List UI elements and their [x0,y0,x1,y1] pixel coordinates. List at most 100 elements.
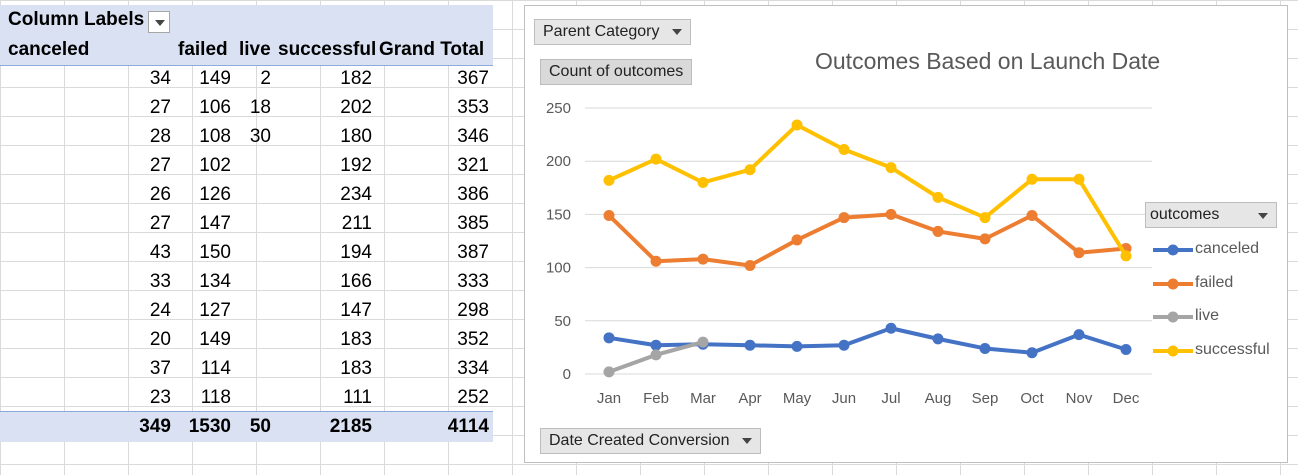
cell-successful: 166 [340,271,372,292]
data-point-canceled [1073,329,1085,341]
count-of-outcomes-button[interactable]: Count of outcomes [540,59,693,85]
pivot-row: 34 149 2 182 367 [0,65,493,94]
cell-successful: 180 [340,126,372,147]
total-successful: 2185 [329,416,372,437]
data-point-canceled [838,339,850,351]
cell-successful: 202 [340,97,372,118]
count-of-outcomes-label: Count of outcomes [549,63,684,80]
column-labels-filter-button[interactable] [148,11,170,33]
data-point-canceled [979,342,991,354]
cell-grand-total: 385 [457,213,489,234]
cell-canceled: 34 [149,68,171,89]
header-grand-total: Grand Total [379,39,485,60]
data-point-failed [603,209,615,221]
outcomes-filter-button[interactable]: outcomes [1145,202,1277,228]
y-tick-label: 200 [546,153,571,170]
x-tick-label: Sep [972,390,999,407]
chevron-down-icon [1258,213,1268,219]
legend-label: live [1195,307,1220,324]
y-tick-label: 0 [563,366,571,383]
cell-canceled: 24 [149,300,171,321]
pivot-row: 27 106 18 202 353 [0,94,493,123]
x-tick-label: Aug [925,390,952,407]
data-point-canceled [1120,344,1132,356]
cell-canceled: 27 [149,97,171,118]
series-line-canceled [607,326,1128,355]
legend-item-failed: failed [1145,272,1283,296]
series-line-successful [607,123,1128,258]
parent-category-filter-button[interactable]: Parent Category [534,19,691,45]
y-tick-label: 150 [546,206,571,223]
pivot-row: 37 114 183 334 [0,355,493,384]
pivot-chart[interactable]: Parent Category Count of outcomes Outcom… [524,5,1288,463]
cell-grand-total: 333 [457,271,489,292]
header-failed: failed [178,39,228,60]
data-point-failed [744,259,756,271]
x-tick-label: Jun [832,390,856,407]
data-point-canceled [932,333,944,345]
y-tick-label: 100 [546,260,571,277]
data-point-canceled [1026,347,1038,359]
cell-failed: 150 [199,242,231,263]
x-tick-label: Oct [1020,390,1044,407]
data-point-successful [838,143,850,155]
data-point-canceled [744,339,756,351]
y-tick-label: 50 [554,313,571,330]
data-point-failed [1026,209,1038,221]
header-live: live [239,39,271,60]
data-point-failed [791,234,803,246]
pivot-row: 23 118 111 252 [0,384,493,413]
cell-live: 2 [260,68,271,89]
data-point-failed [650,255,662,267]
cell-canceled: 28 [149,126,171,147]
pivot-header-row-2 [0,35,493,66]
x-tick-label: Nov [1066,390,1093,407]
cell-failed: 149 [199,329,231,350]
cell-grand-total: 346 [457,126,489,147]
cell-grand-total: 334 [457,358,489,379]
data-point-successful [885,162,897,174]
cell-grand-total: 298 [457,300,489,321]
data-point-successful [1120,250,1132,262]
cell-grand-total: 352 [457,329,489,350]
data-point-successful [744,164,756,176]
cell-canceled: 43 [149,242,171,263]
legend-item-canceled: canceled [1145,238,1283,262]
pivot-header-row-1 [0,5,493,35]
data-point-live [603,366,615,378]
series-line-failed [607,212,1128,268]
data-point-successful [1073,173,1085,185]
cell-grand-total: 252 [457,387,489,408]
cell-grand-total: 386 [457,184,489,205]
data-point-canceled [791,340,803,352]
grand-total-row: 349 1530 50 2185 4114 [0,411,493,442]
legend-item-live: live [1145,305,1283,329]
data-point-successful [1026,173,1038,185]
x-tick-label: Jan [597,390,621,407]
data-point-successful [932,191,944,203]
pivot-row: 33 134 166 333 [0,268,493,297]
cell-grand-total: 321 [457,155,489,176]
cell-failed: 127 [199,300,231,321]
chart-title: Outcomes Based on Launch Date [815,48,1161,74]
legend-item-successful: successful [1145,339,1283,363]
pivot-row: 24 127 147 298 [0,297,493,326]
date-created-conversion-button[interactable]: Date Created Conversion [540,428,761,454]
cell-successful: 192 [340,155,372,176]
cell-failed: 102 [199,155,231,176]
legend-marker-icon [1153,345,1193,356]
cell-failed: 134 [199,271,231,292]
data-point-failed [979,233,991,245]
legend-marker-icon [1153,244,1193,256]
total-grand: 4114 [447,416,489,437]
x-tick-label: Feb [643,390,669,407]
cell-successful: 183 [340,329,372,350]
cell-canceled: 27 [149,213,171,234]
outcomes-label: outcomes [1150,206,1220,223]
cell-successful: 194 [340,242,372,263]
data-point-failed [838,212,850,224]
pivot-row: 27 147 211 385 [0,210,493,239]
cell-failed: 106 [199,97,231,118]
data-point-canceled [603,332,615,344]
total-live: 50 [249,416,271,437]
